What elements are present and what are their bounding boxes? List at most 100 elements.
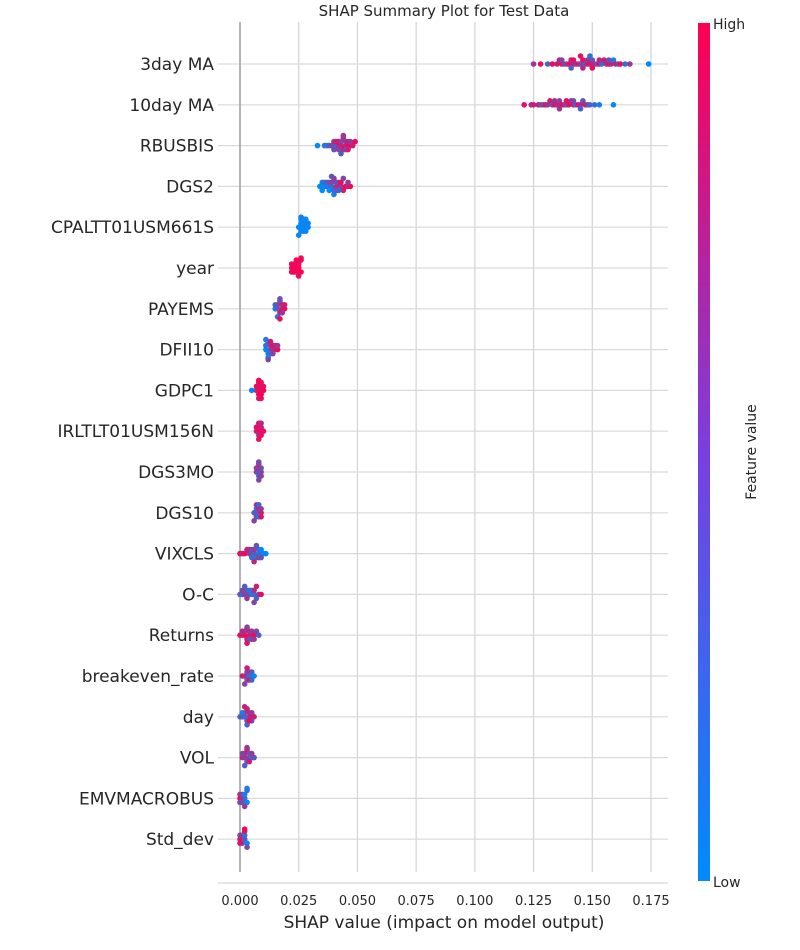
x-tick-label: 0.050 — [339, 894, 376, 909]
feature-label: VIXCLS — [155, 545, 214, 565]
x-tick-label: 0.175 — [632, 894, 669, 909]
shap-point — [258, 591, 264, 598]
shap-point — [331, 146, 337, 153]
shap-point — [277, 316, 283, 322]
shap-point — [537, 102, 544, 108]
shap-point — [295, 273, 302, 279]
shap-point — [258, 554, 264, 561]
feature-label: RBUSBIS — [140, 137, 214, 157]
shap-point — [549, 61, 556, 67]
colorbar-gradient — [698, 23, 710, 881]
shap-point — [244, 665, 250, 671]
grid-lines — [218, 22, 668, 872]
shap-point — [558, 57, 565, 63]
shap-point — [260, 387, 267, 394]
shap-point — [258, 473, 264, 479]
shap-point — [237, 840, 243, 846]
x-tick-label: 0.125 — [515, 894, 552, 909]
shap-point — [258, 465, 264, 471]
shap-point — [345, 179, 351, 186]
shap-point — [244, 844, 250, 850]
feature-label: O-C — [182, 585, 214, 605]
shap-point — [345, 146, 351, 153]
shap-point — [314, 142, 321, 149]
shap-point — [577, 106, 584, 112]
shap-point — [255, 436, 262, 443]
shap-point — [530, 102, 537, 108]
shap-point — [251, 636, 257, 642]
feature-label: Std_dev — [146, 830, 214, 850]
shap-point — [241, 681, 248, 687]
shap-point — [255, 502, 262, 508]
shap-point — [591, 102, 598, 108]
shap-point — [253, 465, 260, 471]
shap-point — [563, 98, 570, 104]
shap-point — [333, 138, 340, 145]
shap-points — [237, 53, 652, 850]
shap-point — [277, 296, 283, 302]
shap-point — [244, 595, 250, 602]
shap-point — [605, 57, 612, 63]
feature-label: CPALTT01USM661S — [51, 218, 214, 238]
x-tick-label: 0.075 — [398, 894, 435, 909]
shap-point — [248, 554, 255, 561]
feature-label: DFII10 — [159, 341, 214, 361]
shap-point — [622, 61, 628, 67]
shap-point — [251, 754, 257, 761]
shap-point — [530, 61, 537, 67]
shap-point — [328, 173, 335, 180]
shap-point — [248, 677, 255, 683]
shap-point — [570, 98, 577, 104]
shap-point — [246, 636, 253, 642]
shap-point — [255, 632, 262, 638]
shap-point — [544, 61, 551, 67]
shap-point — [239, 628, 246, 634]
shap-point — [645, 61, 652, 67]
shap-point — [241, 704, 248, 710]
shap-point — [239, 750, 246, 757]
shap-point — [253, 583, 260, 590]
x-tick-label: 0.025 — [280, 894, 317, 909]
chart-title: SHAP Summary Plot for Test Data — [319, 2, 570, 20]
shap-point — [335, 146, 342, 153]
shap-point — [258, 469, 264, 475]
shap-point — [556, 106, 563, 112]
shap-point — [237, 799, 243, 806]
feature-label: GDPC1 — [155, 381, 214, 401]
shap-point — [279, 310, 286, 316]
shap-point — [347, 138, 354, 145]
shap-point — [246, 587, 253, 594]
shap-point — [333, 187, 340, 194]
feature-label: DGS2 — [166, 177, 214, 197]
shap-point — [319, 187, 326, 194]
shap-point — [244, 840, 250, 846]
shap-point — [258, 395, 264, 402]
shap-point — [326, 187, 333, 194]
x-tick-label: 0.000 — [221, 894, 258, 909]
shap-point — [521, 102, 527, 108]
colorbar-high-label: High — [713, 17, 745, 33]
shap-point — [587, 102, 593, 108]
shap-point — [244, 785, 250, 792]
shap-point — [568, 65, 574, 71]
x-tick-label: 0.150 — [574, 894, 611, 909]
shap-point — [248, 387, 255, 394]
shap-point — [239, 587, 246, 594]
shap-point — [255, 459, 262, 465]
shap-point — [241, 832, 248, 838]
feature-labels: 3day MA 10day MA RBUSBIS DGS2 CPALTT01USM661… — [51, 55, 215, 850]
shap-point — [295, 232, 302, 238]
shap-point — [251, 599, 257, 606]
shap-point — [241, 762, 248, 769]
shap-point — [246, 758, 253, 765]
feature-label: Returns — [149, 626, 214, 646]
shap-point — [251, 518, 257, 524]
shap-point — [270, 350, 276, 357]
shap-point — [302, 228, 309, 234]
feature-label: day — [183, 708, 214, 728]
shap-point — [596, 102, 603, 108]
feature-label: VOL — [180, 749, 215, 769]
shap-point — [253, 383, 260, 390]
shap-point — [272, 302, 279, 308]
